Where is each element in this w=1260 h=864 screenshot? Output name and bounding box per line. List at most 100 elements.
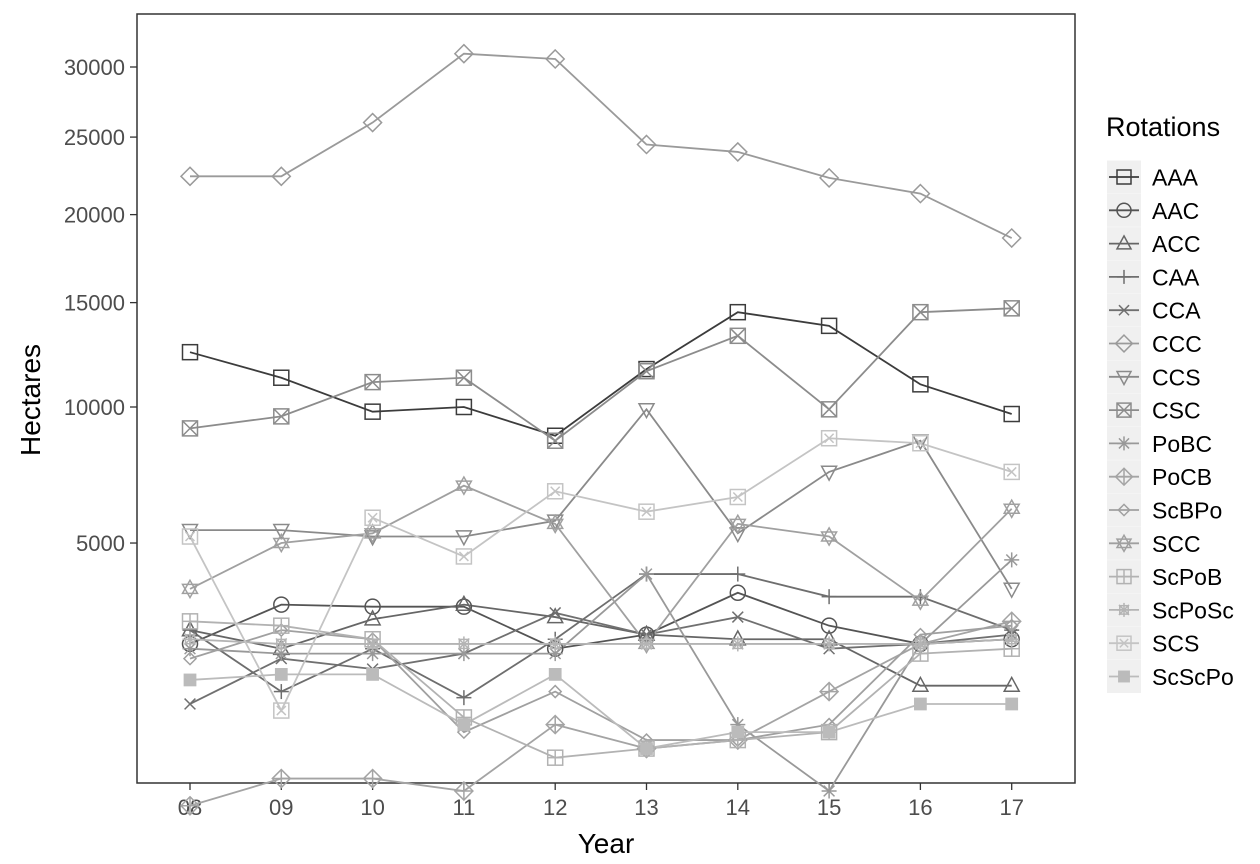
data-point-scc bbox=[363, 523, 382, 544]
series-points bbox=[179, 43, 1022, 816]
data-point-ccc bbox=[636, 134, 657, 155]
data-point-scs bbox=[912, 434, 929, 452]
data-point-pobc bbox=[821, 783, 837, 799]
legend: Rotations AAA AAC ACC CAA CCA CCC CCS CSC PoBC Po… bbox=[1106, 112, 1234, 693]
legend-item-scposc: ScPoSc bbox=[1107, 593, 1234, 627]
legend-key-pobc bbox=[1117, 436, 1131, 451]
legend-item-csc: CSC bbox=[1107, 393, 1201, 427]
data-point-ccs bbox=[1002, 582, 1021, 599]
series-line-aac bbox=[189, 591, 1012, 650]
data-point-scscpo bbox=[548, 668, 562, 681]
legend-key-scbpo bbox=[1117, 503, 1131, 517]
legend-key-scs bbox=[1116, 635, 1132, 651]
data-point-scbpo bbox=[548, 684, 563, 699]
data-point-scscpo bbox=[640, 742, 653, 755]
data-point-scposc bbox=[912, 636, 928, 652]
data-point-scs bbox=[1003, 463, 1020, 481]
series-line-aaa bbox=[189, 311, 1012, 437]
data-point-scscpo bbox=[731, 725, 745, 739]
legend-label: ACC bbox=[1152, 231, 1201, 257]
data-point-ccs bbox=[272, 523, 291, 540]
legend-item-ccs: CCS bbox=[1107, 360, 1201, 394]
legend-label: AAC bbox=[1152, 198, 1199, 224]
legend-label: PoBC bbox=[1152, 431, 1212, 457]
y-axis: 5000 10000 15000 20000 25000 30000 bbox=[64, 55, 137, 556]
legend-item-scbpo: ScBPo bbox=[1107, 493, 1222, 527]
data-point-pocb bbox=[271, 768, 292, 789]
x-tick-label: 17 bbox=[999, 795, 1023, 820]
data-point-ccc bbox=[727, 141, 748, 162]
legend-label: ScScPo bbox=[1152, 664, 1234, 690]
legend-item-pocb: PoCB bbox=[1107, 460, 1212, 494]
legend-key-cca bbox=[1118, 304, 1130, 316]
series-line-caa bbox=[189, 573, 1013, 699]
data-point-pocb bbox=[362, 768, 383, 789]
data-point-ccs bbox=[181, 523, 199, 540]
data-point-scc bbox=[820, 526, 838, 547]
data-point-ccc bbox=[910, 183, 931, 204]
legend-label: PoCB bbox=[1152, 464, 1212, 490]
data-point-scscpo bbox=[183, 673, 197, 687]
legend-label: SCS bbox=[1152, 631, 1199, 657]
legend-key-ccs bbox=[1115, 370, 1133, 387]
data-point-scposc bbox=[639, 636, 654, 652]
data-point-ccc bbox=[271, 166, 292, 187]
x-axis-title: Year bbox=[578, 828, 635, 859]
x-tick-label: 15 bbox=[817, 795, 841, 820]
series-line-scs bbox=[189, 437, 1012, 713]
data-point-scbpo bbox=[182, 651, 198, 666]
data-point-scs bbox=[546, 483, 564, 500]
data-point-ccc bbox=[545, 48, 566, 70]
data-point-ccc bbox=[819, 167, 840, 188]
legend-item-scpob: ScPoB bbox=[1107, 560, 1222, 594]
data-point-scpob bbox=[546, 749, 564, 766]
data-point-caa bbox=[821, 589, 837, 605]
legend-key-pocb bbox=[1114, 467, 1134, 487]
data-point-aac bbox=[820, 617, 838, 634]
data-point-pocb bbox=[1001, 611, 1022, 632]
data-point-aaa bbox=[364, 403, 381, 420]
data-point-csc bbox=[1003, 300, 1020, 317]
legend-label: CCA bbox=[1152, 298, 1201, 324]
data-point-acc bbox=[1002, 675, 1021, 693]
y-tick-label: 15000 bbox=[64, 291, 125, 316]
legend-title: Rotations bbox=[1106, 112, 1220, 142]
data-point-scposc bbox=[547, 636, 563, 652]
legend-key-scc bbox=[1115, 533, 1133, 553]
data-point-scscpo bbox=[1005, 697, 1019, 711]
data-point-scposc bbox=[182, 631, 198, 647]
data-point-csc bbox=[364, 373, 381, 391]
data-point-pobc bbox=[1004, 552, 1020, 568]
legend-key-scpob bbox=[1116, 568, 1132, 585]
data-point-scs bbox=[364, 509, 381, 526]
legend-key-acc bbox=[1115, 234, 1133, 250]
data-point-scpob bbox=[181, 613, 199, 630]
data-point-scbpo bbox=[1004, 618, 1019, 633]
data-point-aac bbox=[364, 598, 381, 615]
legend-key-aac bbox=[1116, 202, 1132, 219]
data-point-aaa bbox=[181, 343, 199, 361]
data-point-csc bbox=[638, 362, 655, 380]
legend-key-scposc bbox=[1117, 602, 1131, 617]
legend-label: CSC bbox=[1152, 398, 1201, 424]
legend-label: AAA bbox=[1152, 165, 1199, 191]
data-point-ccs bbox=[820, 465, 838, 482]
data-point-scc bbox=[272, 532, 291, 554]
data-point-pocb bbox=[545, 714, 566, 735]
legend-item-scc: SCC bbox=[1107, 526, 1201, 560]
x-tick-label: 13 bbox=[634, 795, 658, 820]
data-point-scposc bbox=[456, 636, 472, 652]
data-point-scposc bbox=[1004, 631, 1020, 647]
data-point-scs bbox=[181, 528, 199, 545]
data-point-aaa bbox=[273, 369, 290, 386]
legend-item-scscpo: ScScPo bbox=[1107, 660, 1234, 693]
series-line-scbpo bbox=[189, 624, 1012, 741]
x-tick-label: 16 bbox=[908, 795, 932, 820]
data-point-csc bbox=[181, 420, 199, 437]
data-point-csc bbox=[546, 432, 564, 449]
series-line-scpob bbox=[189, 620, 1012, 759]
series-line-csc bbox=[189, 307, 1012, 442]
data-point-scs bbox=[729, 488, 747, 506]
data-point-ccs bbox=[455, 530, 473, 547]
